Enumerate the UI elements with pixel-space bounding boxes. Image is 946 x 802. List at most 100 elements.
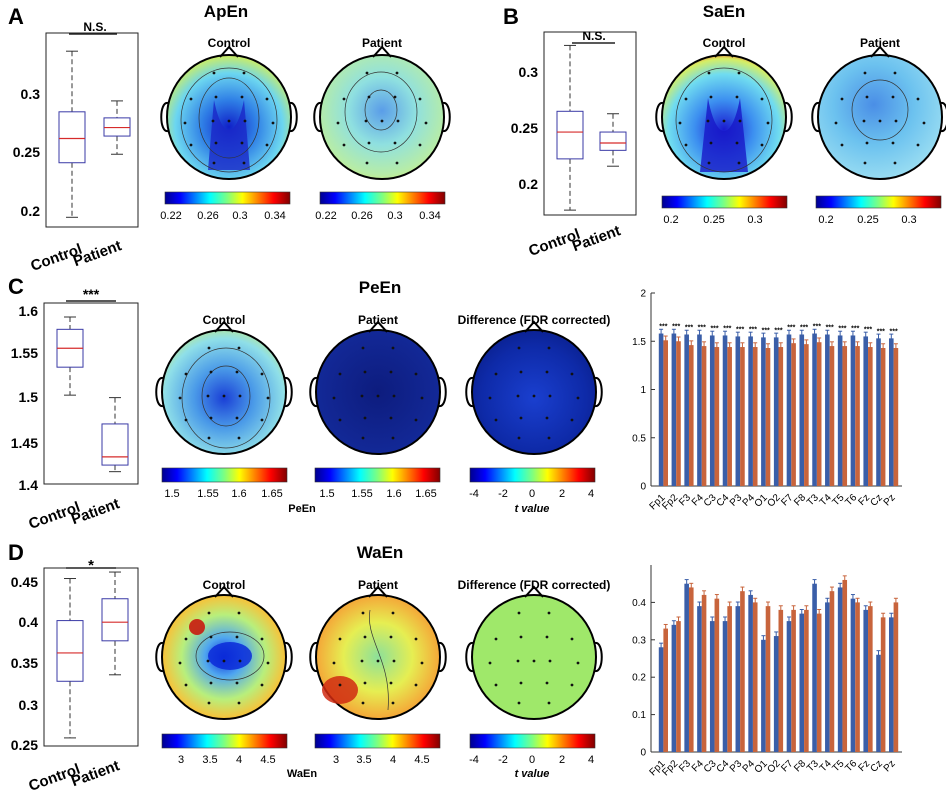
bar-sig-label: *** [710,325,718,332]
cb-tick-c3-1: -2 [498,488,508,500]
electrode-dot [414,683,418,687]
bar-patient-o2 [778,609,784,752]
cb-tick-d1-0: 3 [178,754,184,766]
ear-left-icon [313,102,322,132]
bar-patient-f4 [701,346,707,486]
electrode-dot [237,346,241,350]
cb-tick-d1-3: 4.5 [260,754,275,766]
electrode-dot [570,637,574,641]
cb-tick-b2-0: 0.2 [818,214,833,226]
cb-label-peen: PeEn [288,503,316,515]
bar-sig-label: *** [864,326,872,333]
bar-patient-pz [893,348,899,486]
cb-tick-d2-3: 4.5 [414,754,429,766]
map-label-waen-difference: Difference (FDR corrected) [458,578,611,592]
head-8 [309,585,447,705]
cb-tick-c2-1: 1.55 [351,488,372,500]
electrode-dot [207,611,211,615]
electrode-dot [547,701,551,705]
bar-y-tick-label: 0 [640,482,646,493]
electrode-dot [735,141,739,145]
electrode-dot [576,661,580,665]
electrode-dot [365,161,369,165]
electrode-dot [360,394,364,398]
head-7 [155,585,293,705]
electrode-dot [332,661,336,665]
bar-sig-label: *** [723,325,731,332]
electrode-dot [212,161,216,165]
electrode-dot [237,611,241,615]
electrode-dot [516,659,520,663]
bar-control-f3 [684,334,689,486]
bar-patient-p3 [740,591,745,752]
ear-right-icon [438,642,447,672]
box-iqr [58,111,86,164]
electrode-dot [336,121,340,125]
box-tick-waen-0: 0.25 [11,737,38,753]
electrode-dot [367,95,371,99]
electrode-dot [222,659,226,663]
electrode-dot [360,659,364,663]
bar-patient-o1 [765,606,771,752]
topomap-saen-control: Control [661,36,787,180]
box-tick-saen-0: 0.2 [519,176,539,192]
box-iqr [101,423,129,466]
bar-control-o2 [773,636,779,752]
cb-label-waen: WaEn [287,768,317,780]
electrode-dot [865,95,869,99]
bar-patient-f3 [688,345,694,486]
electrode-dot [392,394,396,398]
cb-tick-c1-1: 1.55 [197,488,218,500]
electrode-dot [389,370,393,374]
cb-tick-a1-2: 0.3 [232,210,247,222]
bar-patient-t5 [842,346,848,486]
bar-patient-p3 [740,347,745,486]
cb-tick-d2-2: 4 [390,754,396,766]
bar-y-tick-label: 0.4 [632,598,646,609]
electrode-dot [865,141,869,145]
topomap-saen-patient: Patient [817,36,943,180]
bar-y-tick-label: 0.2 [632,673,646,684]
ear-left-icon [309,377,318,407]
colorbar-waen-control: 3 3.5 4 4.5 [161,733,288,766]
electrode-dot [235,416,239,420]
bar-sig-label: *** [749,326,757,333]
bar-y-tick-label: 0.3 [632,635,646,646]
cb-tick-a2-2: 0.3 [387,210,402,222]
nose-icon [524,320,544,333]
electrode-dot [709,141,713,145]
bar-control-cz [876,654,881,752]
colorbar-apen-control: 0.22 0.26 0.3 0.34 [160,191,291,222]
bar-control-c4 [722,335,728,486]
electrode-dot [519,416,523,420]
electrode-dot [488,396,492,400]
electrode-dot [391,701,395,705]
electrode-dot [342,97,346,101]
electrode-dot [183,121,187,125]
electrode-dot [862,119,866,123]
electrode-dot [209,416,213,420]
cb-tick-c2-0: 1.5 [319,488,334,500]
electrode-dot [212,71,216,75]
electrode-dot [545,416,549,420]
cb-tick-a1-0: 0.22 [160,210,181,222]
topomap-peen-difference: Difference (FDR corrected) [458,313,610,455]
electrode-dot [211,119,215,123]
electrode-dot [367,141,371,145]
bar-patient-t3 [816,342,822,486]
electrode-dot [207,436,211,440]
bar-category-label: Pz [882,492,898,508]
topomap-peen-control: Control [161,313,287,455]
bar-patient-o2 [778,347,784,486]
electrode-dot [240,95,244,99]
electrode-dot [519,681,523,685]
electrode-dot [494,683,498,687]
electrode-dot [488,661,492,665]
bar-control-t6 [850,598,856,752]
electrode-dot [392,659,396,663]
electrode-dot [209,370,213,374]
box-peen-patient [101,397,129,473]
bar-patient-t6 [855,602,860,752]
electrode-dot [363,681,367,685]
electrode-dot [570,372,574,376]
